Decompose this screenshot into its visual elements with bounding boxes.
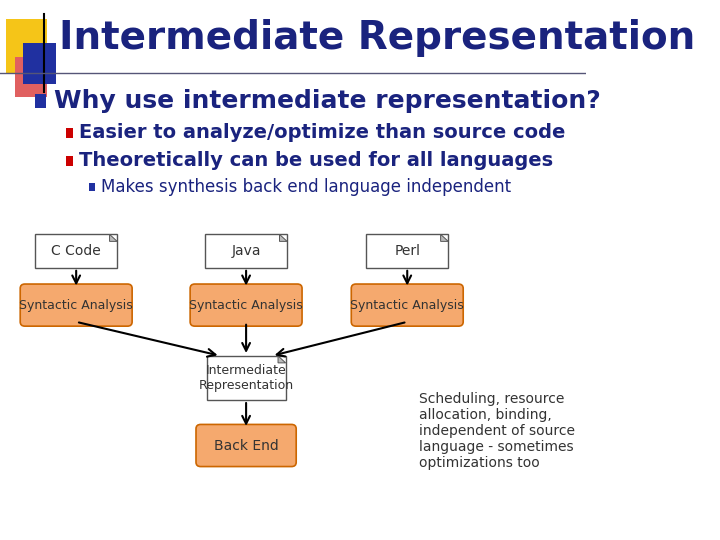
Text: Why use intermediate representation?: Why use intermediate representation? xyxy=(54,89,600,113)
Text: Scheduling, resource
allocation, binding,
independent of source
language - somet: Scheduling, resource allocation, binding… xyxy=(419,392,575,470)
Polygon shape xyxy=(109,234,117,241)
FancyBboxPatch shape xyxy=(35,94,45,108)
Polygon shape xyxy=(278,356,286,363)
Text: Syntactic Analysis: Syntactic Analysis xyxy=(189,299,303,312)
FancyBboxPatch shape xyxy=(35,234,117,268)
FancyBboxPatch shape xyxy=(351,284,463,326)
Text: Syntactic Analysis: Syntactic Analysis xyxy=(19,299,133,312)
Text: Makes synthesis back end language independent: Makes synthesis back end language indepe… xyxy=(101,178,511,195)
FancyBboxPatch shape xyxy=(6,19,47,73)
FancyBboxPatch shape xyxy=(205,234,287,268)
FancyBboxPatch shape xyxy=(190,284,302,326)
FancyBboxPatch shape xyxy=(14,57,47,97)
Text: Perl: Perl xyxy=(395,244,420,258)
Text: Intermediate
Representation: Intermediate Representation xyxy=(199,364,294,392)
Text: Syntactic Analysis: Syntactic Analysis xyxy=(351,299,464,312)
FancyBboxPatch shape xyxy=(196,424,296,467)
FancyBboxPatch shape xyxy=(207,356,286,400)
Text: Java: Java xyxy=(231,244,261,258)
Text: Intermediate Representation: Intermediate Representation xyxy=(58,19,695,57)
FancyBboxPatch shape xyxy=(66,156,73,166)
Text: Back End: Back End xyxy=(214,438,279,453)
FancyBboxPatch shape xyxy=(66,128,73,138)
Text: C Code: C Code xyxy=(51,244,101,258)
Text: Easier to analyze/optimize than source code: Easier to analyze/optimize than source c… xyxy=(79,123,565,143)
FancyBboxPatch shape xyxy=(89,183,95,191)
FancyBboxPatch shape xyxy=(24,43,55,84)
Text: Theoretically can be used for all languages: Theoretically can be used for all langua… xyxy=(79,151,553,171)
Polygon shape xyxy=(441,234,449,241)
FancyBboxPatch shape xyxy=(366,234,449,268)
FancyBboxPatch shape xyxy=(20,284,132,326)
Polygon shape xyxy=(279,234,287,241)
